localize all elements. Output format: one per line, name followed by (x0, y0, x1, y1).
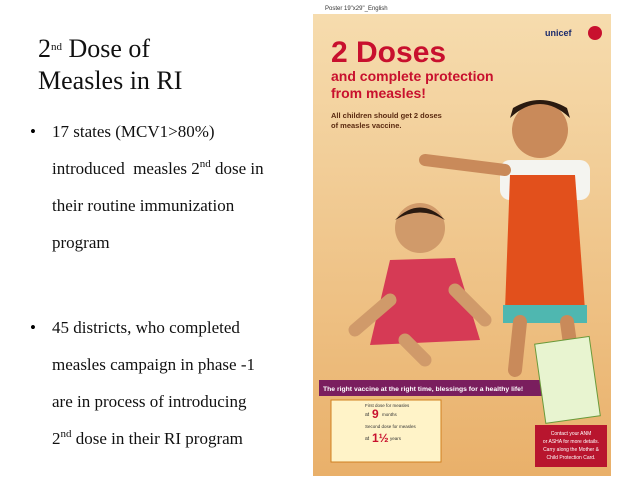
text: dose in (210, 159, 264, 178)
text: dose in their RI program (71, 429, 243, 448)
bullet-line: program (52, 233, 110, 252)
logo-icon (588, 26, 602, 40)
dose-at: at (365, 412, 370, 418)
bullet-line: are in process of introducing (52, 392, 247, 411)
contact-box (535, 425, 607, 467)
note: All children should get 2 doses (331, 111, 442, 120)
sup: nd (60, 428, 72, 440)
child-outfit (505, 175, 585, 310)
dose-unit: months (382, 412, 398, 417)
dose-unit: years (390, 436, 402, 441)
bullet-line: 45 districts, who completed (52, 318, 240, 337)
subheadline: from measles! (331, 85, 426, 101)
contact: Child Protection Card. (547, 455, 596, 461)
title-sup: nd (51, 41, 62, 53)
title-text: 2 (38, 34, 51, 63)
bullet-line: their routine immunization (52, 196, 235, 215)
title-text: Dose of (62, 34, 151, 63)
child-dress (370, 258, 480, 345)
dose-text: First dose for measles (365, 403, 410, 408)
text: 2 (52, 429, 61, 448)
banner: The right vaccine at the right time, ble… (323, 386, 523, 393)
banner-bg (319, 380, 559, 396)
dose-text: Second dose for measles (365, 424, 417, 429)
sup: nd (199, 158, 211, 170)
bullet-dot: • (30, 122, 36, 141)
subheadline: and complete protection (331, 68, 494, 84)
poster: Poster 19"x29"_English unicef 2 Doses an… (313, 6, 611, 476)
contact: or ASHA for more details. (543, 439, 599, 445)
bullet-line: 2nd dose in their RI program (52, 429, 243, 449)
dose-age: 1½ (372, 431, 389, 445)
slide-title: Measles in RI (38, 66, 183, 95)
text: introduced measles 2 (52, 159, 200, 178)
headline: 2 Doses (331, 36, 446, 69)
contact: Carry along the Mother & (543, 447, 600, 453)
note: of measles vaccine. (331, 121, 401, 130)
child-head (512, 102, 568, 158)
bullet-dot: • (30, 318, 36, 337)
poster-label: Poster 19"x29"_English (325, 6, 388, 12)
slide-title: 2nd Dose of (38, 34, 150, 64)
dose-age: 9 (372, 407, 379, 421)
dose-at: at (365, 436, 370, 442)
logo: unicef (545, 28, 573, 38)
bullet-line: measles campaign in phase -1 (52, 355, 255, 374)
contact: Contact your ANM (551, 431, 592, 437)
bullet-line: introduced measles 2nd dose in (52, 159, 264, 179)
bullet-line: 17 states (MCV1>80%) (52, 122, 215, 141)
